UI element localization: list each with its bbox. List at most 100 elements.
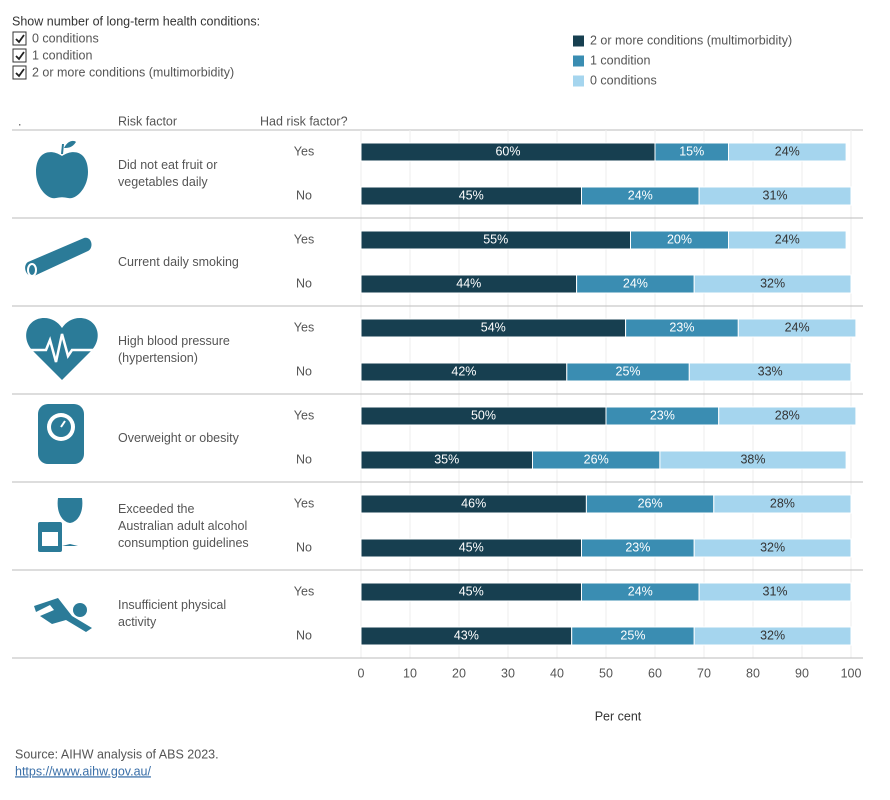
value-label: 31% [763, 584, 788, 598]
y-tick-label: No [296, 540, 312, 554]
risk-factor: Exceeded the Australian adult alcohol co… [118, 501, 249, 550]
x-tick-label: 60 [648, 666, 662, 680]
icon-swimmer [34, 598, 92, 632]
value-label: 44% [456, 276, 481, 290]
value-label: 46% [461, 496, 486, 510]
risk-factor: Did not eat fruit or vegetables daily [118, 158, 218, 189]
value-label: 28% [775, 408, 800, 422]
value-label: 23% [625, 540, 650, 554]
value-label: 50% [471, 408, 496, 422]
bar-segment [737, 318, 857, 338]
value-label: 23% [669, 320, 694, 334]
filter-label[interactable]: 1 condition [32, 48, 93, 62]
icon-scale [38, 404, 84, 464]
value-label: 24% [628, 584, 653, 598]
y-tick-label: No [296, 452, 312, 466]
value-label: 33% [758, 364, 783, 378]
legend-label: 2 or more conditions (multimorbidity) [590, 33, 792, 47]
value-label: 24% [623, 276, 648, 290]
bar-segment [693, 538, 852, 558]
value-label: 26% [638, 496, 663, 510]
icon-cigarette [25, 237, 92, 277]
bar-segment [693, 626, 852, 646]
y-tick-label: Yes [294, 496, 314, 510]
x-tick-label: 20 [452, 666, 466, 680]
x-tick-label: 40 [550, 666, 564, 680]
filter-label[interactable]: 0 conditions [32, 31, 99, 45]
bar-segment [693, 274, 852, 294]
legend-swatch [573, 35, 584, 47]
value-label: 24% [775, 232, 800, 246]
icon-apple [36, 140, 88, 199]
value-label: 55% [483, 232, 508, 246]
value-label: 45% [459, 188, 484, 202]
bar-segment [728, 230, 847, 250]
link[interactable]: https://www.aihw.gov.au/ [15, 764, 151, 778]
value-label: 45% [459, 540, 484, 554]
y-tick-label: Yes [294, 408, 314, 422]
bar-segment [728, 142, 847, 162]
y-tick-label: No [296, 628, 312, 642]
column-header: Risk factor [118, 114, 177, 128]
legend-label: 0 conditions [590, 73, 657, 87]
value-label: 24% [628, 188, 653, 202]
value-label: 25% [616, 364, 641, 378]
bar-segment [688, 362, 852, 382]
value-label: 32% [760, 540, 785, 554]
x-tick-label: 90 [795, 666, 809, 680]
value-label: 45% [459, 584, 484, 598]
bar-segment [718, 406, 857, 426]
legend-swatch [573, 75, 584, 87]
x-axis-title: Per cent [595, 709, 642, 723]
y-tick-label: No [296, 188, 312, 202]
value-label: 35% [434, 452, 459, 466]
column-header: . [18, 114, 21, 128]
checkbox[interactable] [12, 31, 27, 46]
value-label: 24% [775, 144, 800, 158]
x-tick-label: 10 [403, 666, 417, 680]
y-tick-label: Yes [294, 232, 314, 246]
value-label: 24% [785, 320, 810, 334]
value-label: 28% [770, 496, 795, 510]
value-label: 43% [454, 628, 479, 642]
y-tick-label: Yes [294, 320, 314, 334]
checkmark [15, 68, 25, 78]
y-tick-label: Yes [294, 144, 314, 158]
checkmark [15, 34, 25, 44]
x-tick-label: 70 [697, 666, 711, 680]
bar-segment [659, 450, 847, 470]
value-label: 20% [667, 232, 692, 246]
y-tick-label: No [296, 276, 312, 290]
bar-segment [698, 582, 852, 602]
value-label: 26% [584, 452, 609, 466]
y-tick-label: Yes [294, 584, 314, 598]
x-tick-label: 80 [746, 666, 760, 680]
source: Source: AIHW analysis of ABS 2023. [15, 747, 219, 761]
filter-label[interactable]: 2 or more conditions (multimorbidity) [32, 65, 234, 79]
y-tick-label: No [296, 364, 312, 378]
x-tick-label: 50 [599, 666, 613, 680]
value-label: 32% [760, 628, 785, 642]
legend-swatch [573, 55, 584, 67]
value-label: 23% [650, 408, 675, 422]
x-tick-label: 0 [358, 666, 365, 680]
checkbox[interactable] [12, 65, 27, 80]
value-label: 31% [763, 188, 788, 202]
risk-factor: High blood pressure (hypertension) [118, 334, 230, 365]
column-header: Had risk factor? [260, 114, 348, 128]
filter-title: Show number of long-term health conditio… [12, 14, 260, 28]
icon-drinks [38, 498, 83, 552]
checkbox[interactable] [12, 48, 27, 63]
risk-factor: Overweight or obesity [118, 430, 239, 445]
risk-factor: Current daily smoking [118, 254, 239, 269]
legend-label: 1 condition [590, 53, 651, 67]
checkmark [15, 51, 25, 61]
value-label: 60% [495, 144, 520, 158]
x-tick-label: 30 [501, 666, 515, 680]
bar-segment [698, 186, 852, 206]
bar-segment [713, 494, 852, 514]
value-label: 38% [740, 452, 765, 466]
value-label: 32% [760, 276, 785, 290]
